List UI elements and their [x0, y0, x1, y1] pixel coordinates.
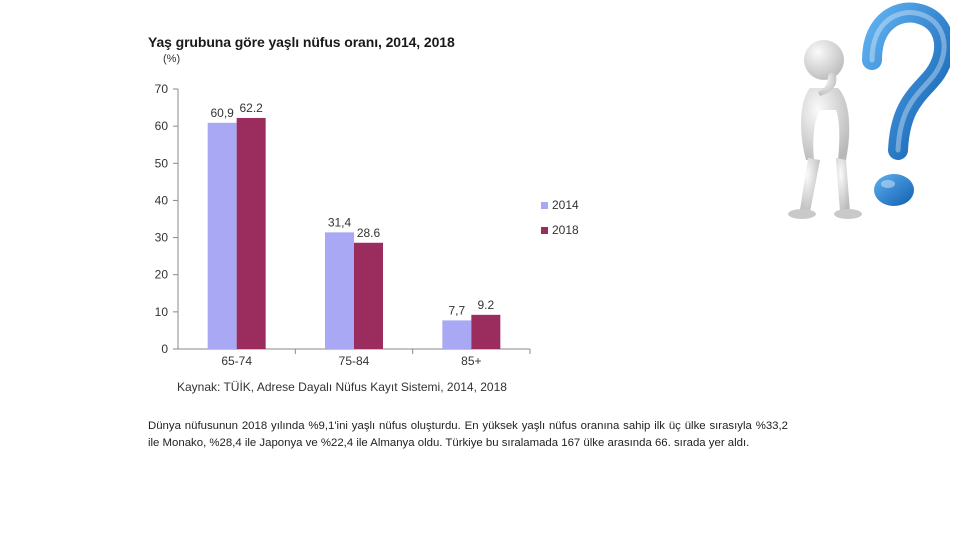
legend-label: 2018 [552, 223, 579, 237]
data-label: 28.6 [357, 226, 381, 240]
y-tick-label: 50 [155, 156, 169, 170]
bar-2014-85+ [442, 320, 472, 349]
bar-2018-85+ [471, 314, 501, 349]
chart-title: Yaş grubuna göre yaşlı nüfus oranı, 2014… [148, 34, 455, 50]
bar-2018-75-84 [354, 242, 383, 349]
y-tick-label: 20 [155, 268, 169, 282]
data-label: 9.2 [477, 298, 494, 312]
body-paragraph: Dünya nüfusunun 2018 yılında %9,1'ini ya… [148, 420, 788, 449]
data-label: 7,7 [448, 303, 465, 317]
y-axis-unit: (%) [163, 53, 181, 65]
y-tick-label: 10 [155, 305, 169, 319]
x-tick-label: 85+ [461, 354, 481, 368]
data-label: 31,4 [328, 215, 352, 229]
bar-2014-65-74 [207, 122, 237, 349]
source-note: Kaynak: TÜİK, Adrese Dayalı Nüfus Kayıt … [177, 380, 507, 394]
chart-legend: 2014 2018 [541, 198, 579, 237]
chart-bars: 60,9 62.2 31,4 28.6 7,7 9.2 [207, 101, 501, 349]
x-tick-label: 75-84 [339, 354, 370, 368]
y-tick-label: 0 [161, 342, 168, 356]
legend-swatch-2018 [541, 227, 548, 234]
data-label: 60,9 [210, 106, 234, 120]
bar-2018-65-74 [236, 117, 266, 349]
data-label: 62.2 [239, 101, 263, 115]
bar-2014-75-84 [325, 232, 354, 349]
legend-label: 2014 [552, 198, 579, 212]
y-tick-label: 40 [155, 193, 169, 207]
x-tick-label: 65-74 [221, 354, 252, 368]
thinking-person-question-mark-icon [788, 2, 950, 219]
y-tick-label: 30 [155, 231, 169, 245]
y-tick-label: 60 [155, 119, 169, 133]
legend-swatch-2014 [541, 202, 548, 209]
y-tick-label: 70 [155, 82, 169, 96]
